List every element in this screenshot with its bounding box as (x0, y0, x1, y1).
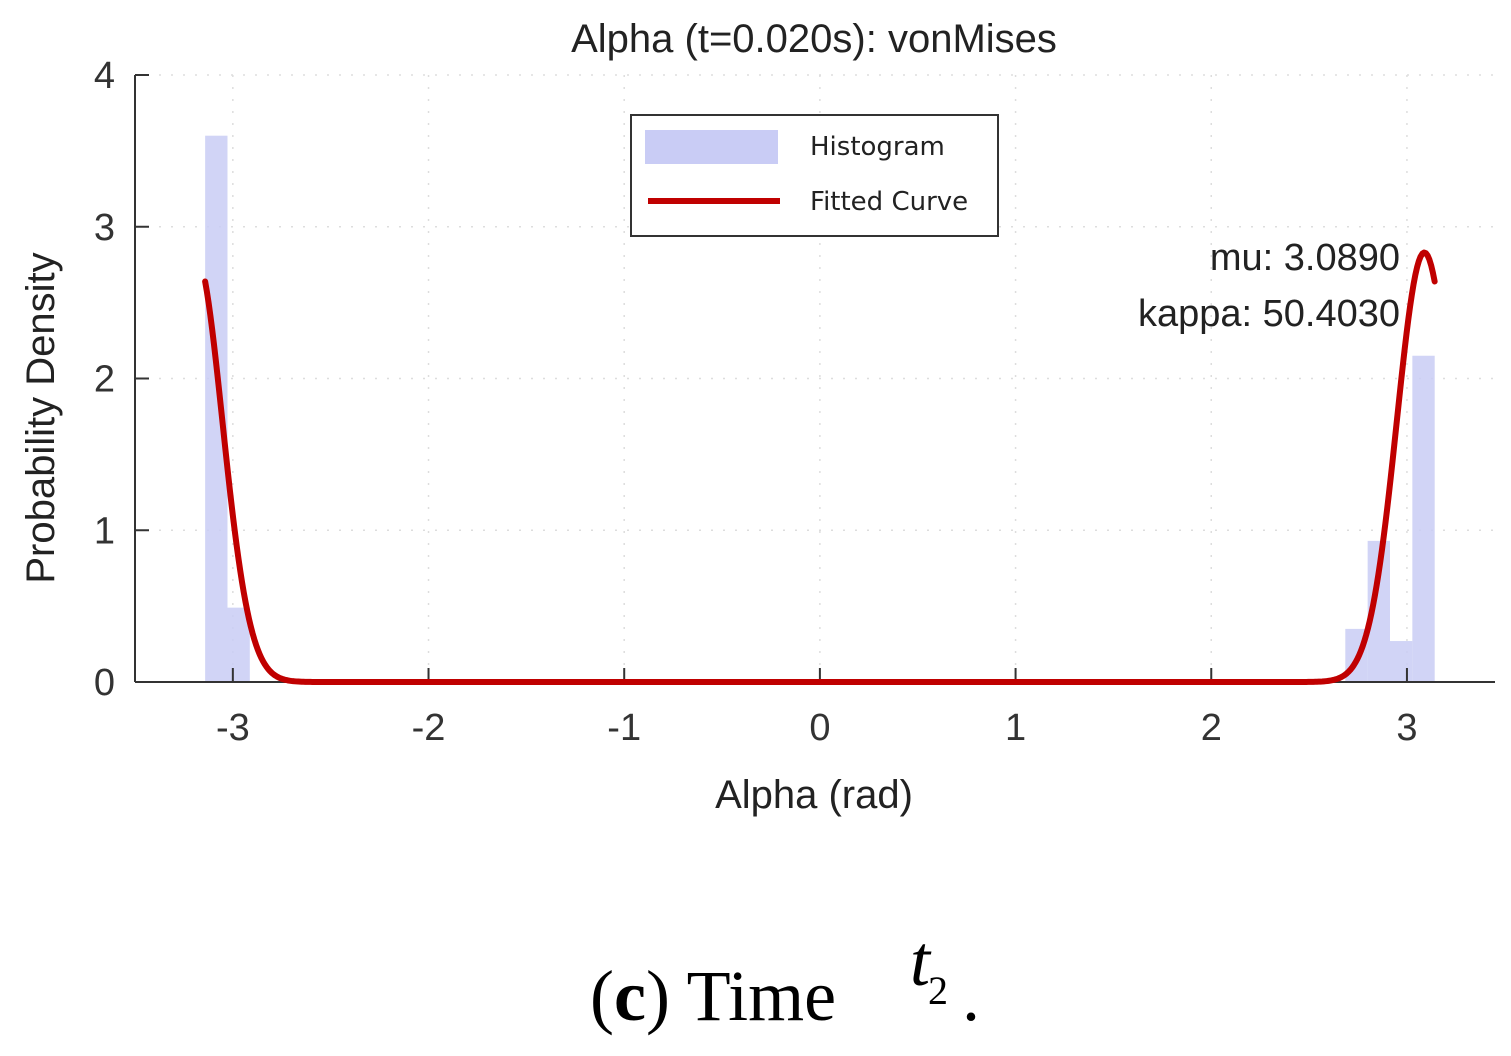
legend: Histogram Fitted Curve (630, 114, 999, 237)
chart-title: Alpha (t=0.020s): vonMises (571, 17, 1057, 61)
legend-fitted-curve-label: Fitted Curve (810, 187, 968, 217)
y-tick-label-3: 3 (94, 207, 115, 249)
figure-caption: (c) Time t 2 . (590, 921, 980, 1036)
histogram-bar-1 (227, 607, 250, 682)
caption-variable: t (910, 921, 932, 1001)
histogram-layer (205, 135, 1435, 682)
histogram-bar-3 (1367, 540, 1390, 682)
caption-label: c (614, 956, 646, 1036)
fitted-curve-line (202, 249, 1438, 685)
caption-subscript: 2 (928, 968, 948, 1013)
x-tick-label-5: 2 (1201, 707, 1222, 749)
y-tick-label-2: 2 (94, 359, 115, 401)
svg-text:(c) Time: (c) Time (590, 956, 836, 1036)
caption-text: Time (687, 956, 836, 1036)
legend-histogram-label: Histogram (810, 132, 945, 162)
y-tick-label-1: 1 (94, 510, 115, 552)
fitted-curve-layer (202, 249, 1438, 685)
annotation-mu: mu: 3.0890 (1210, 237, 1400, 279)
x-tick-label-0: -3 (216, 707, 250, 749)
annotation-kappa: kappa: 50.4030 (1138, 293, 1400, 335)
histogram-bar-5 (1412, 355, 1435, 682)
caption-period: . (962, 956, 980, 1036)
histogram-bar-4 (1389, 641, 1413, 682)
x-axis-label: Alpha (rad) (715, 773, 913, 817)
grid-layer (135, 74, 1495, 682)
x-tick-label-1: -2 (412, 707, 446, 749)
x-tick-label-2: -1 (607, 707, 641, 749)
x-tick-label-6: 3 (1396, 707, 1417, 749)
x-tick-label-3: 0 (809, 707, 830, 749)
y-axis-label: Probability Density (19, 252, 63, 583)
y-tick-label-0: 0 (94, 662, 115, 704)
histogram-bar-0 (205, 135, 228, 682)
y-tick-label-4: 4 (94, 55, 115, 97)
x-tick-label-4: 1 (1005, 707, 1026, 749)
legend-histogram-swatch (645, 130, 778, 164)
